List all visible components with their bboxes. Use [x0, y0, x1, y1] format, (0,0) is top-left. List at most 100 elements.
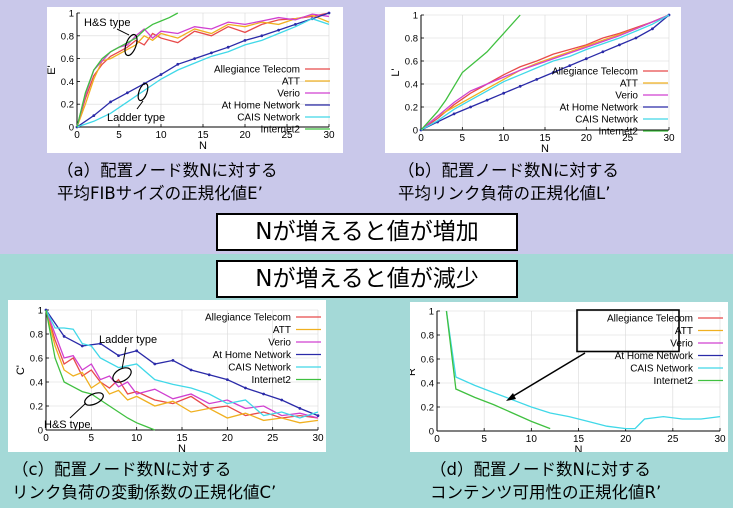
annotation-ladder-leader	[121, 346, 127, 370]
data-point	[568, 64, 572, 67]
annotation-ladder-ellipse	[137, 82, 149, 102]
y-tick-label: 0.4	[61, 77, 74, 88]
data-point	[316, 414, 320, 417]
series-line	[420, 14, 670, 131]
legend-highlight-box	[576, 309, 680, 353]
annotation-arrow-head	[506, 393, 516, 401]
caption-d-line2: コンテンツ可用性の正規化値R’	[430, 483, 662, 502]
y-tick-label: 1	[413, 11, 418, 22]
legend-label: At Home Network	[615, 351, 694, 362]
x-tick-label: 25	[667, 434, 679, 445]
x-tick-label: 15	[539, 133, 551, 144]
y-tick-label: 0	[69, 123, 74, 134]
x-tick-label: 10	[498, 133, 510, 144]
legend-label: Allegiance Telecom	[214, 65, 300, 76]
x-tick-label: 30	[714, 434, 726, 445]
annotation-hs-ellipse	[124, 33, 138, 57]
data-point	[469, 105, 472, 109]
data-point	[244, 386, 247, 390]
y-tick-label: 0.4	[30, 378, 43, 389]
y-tick-label: 1	[38, 306, 43, 317]
chart-a-svg: 0 5 10 15 20 25 30 0 0.2 0.4 0.6 0.8 1 N E' Allegiance …	[47, 9, 335, 153]
y-tick-label: 0	[429, 427, 434, 438]
legend-label: Internet2	[252, 375, 292, 386]
x-tick-label: 20	[620, 434, 632, 445]
data-point	[117, 354, 120, 357]
caption-a: （a）配置ノード数Nに対する 平均FIBサイズの正規化値E’	[57, 159, 277, 205]
x-axis-label: N	[541, 143, 549, 153]
caption-c: （c）配置ノード数Nに対する リンク負荷の変動係数の正規化値C’	[12, 458, 276, 504]
y-tick-label: 1	[69, 9, 74, 20]
data-point	[153, 362, 157, 366]
caption-b-line1: （b）配置ノード数Nに対する	[398, 161, 619, 180]
y-axis-label: L'	[390, 68, 402, 76]
series-line	[420, 14, 670, 131]
data-point	[171, 359, 175, 362]
data-point	[551, 71, 555, 74]
data-point	[80, 344, 84, 348]
y-tick-label: 0.2	[421, 403, 434, 414]
x-tick-label: 20	[239, 130, 251, 141]
legend-label: Internet2	[599, 127, 639, 138]
legend-label: ATT	[282, 77, 300, 88]
data-point	[634, 36, 638, 40]
legend-label: ATT	[675, 326, 693, 337]
data-point	[618, 43, 621, 47]
x-tick-label: 30	[323, 130, 335, 141]
chart-c-svg: 0 5 10 15 20 25 30 0 0.2 0.4 0.6 0.8 1 N C' Allegiance …	[15, 306, 324, 453]
series-line	[445, 310, 551, 430]
annotation-ladder-leader	[136, 100, 144, 110]
chart-d-svg: 0 5 10 15 20 25 30 0 0.2 0.4 0.6 0.8 1 N R' Allegiance …	[410, 307, 726, 453]
x-tick-label: 5	[116, 130, 122, 141]
series-line	[45, 309, 319, 419]
legend-label: Internet2	[654, 376, 694, 387]
data-point	[193, 57, 197, 60]
annotation-hs-ellipse	[84, 392, 104, 406]
series-line	[445, 310, 721, 430]
chart-a-panel: 0 5 10 15 20 25 30 0 0.2 0.4 0.6 0.8 1 N E' Allegiance …	[47, 7, 343, 153]
y-tick-label: 0.2	[405, 103, 418, 114]
x-tick-label: 5	[89, 433, 95, 444]
data-point	[207, 373, 211, 377]
x-tick-label: 5	[460, 133, 466, 144]
annotation-ladder-ellipse	[112, 367, 132, 383]
x-tick-label: 30	[312, 433, 324, 444]
series-line	[76, 12, 179, 128]
y-axis-label: C'	[15, 365, 27, 375]
x-tick-label: 15	[197, 130, 209, 141]
data-point	[159, 73, 163, 76]
x-tick-label: 10	[155, 130, 167, 141]
x-tick-label: 10	[526, 434, 538, 445]
x-tick-label: 0	[74, 130, 80, 141]
y-tick-label: 0	[413, 126, 418, 137]
caption-a-line1: （a）配置ノード数Nに対する	[57, 161, 278, 180]
data-point	[502, 91, 506, 95]
series-line	[76, 17, 330, 128]
y-tick-label: 0.6	[30, 354, 43, 365]
x-tick-label: 20	[581, 133, 593, 144]
x-tick-label: 0	[418, 133, 424, 144]
x-tick-label: 25	[281, 130, 293, 141]
legend-label: ATT	[620, 79, 638, 90]
legend-label: CAIS Network	[228, 363, 292, 374]
data-point	[243, 38, 247, 42]
y-tick-label: 0.2	[30, 402, 43, 413]
data-point	[135, 349, 139, 353]
legend-label: At Home Network	[222, 101, 301, 112]
data-point	[226, 45, 230, 49]
legend-label: Allegiance Telecom	[205, 313, 291, 324]
legend-label: CAIS Network	[575, 115, 639, 126]
x-tick-label: 25	[622, 133, 634, 144]
y-tick-label: 1	[429, 307, 434, 318]
x-tick-label: 5	[481, 434, 487, 445]
y-tick-label: 0.8	[61, 31, 74, 42]
legend-label: ATT	[273, 325, 291, 336]
data-point	[210, 51, 213, 55]
annotation-hs-leader	[116, 28, 130, 36]
data-point	[298, 407, 302, 410]
legend-label: Allegiance Telecom	[552, 67, 638, 78]
series-line	[420, 14, 670, 131]
data-point	[189, 368, 193, 372]
series-line	[76, 12, 330, 128]
legend-label: At Home Network	[213, 350, 292, 361]
